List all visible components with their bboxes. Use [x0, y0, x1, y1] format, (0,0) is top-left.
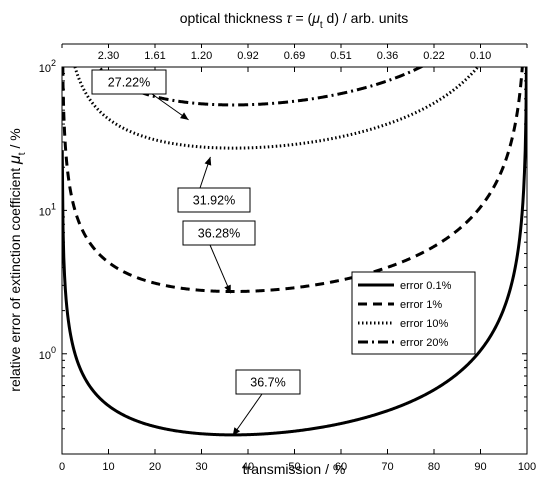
plot-frame	[61, 66, 528, 455]
annotation-box	[182, 220, 256, 246]
top-tick-label: 1.20	[191, 50, 212, 62]
x-tick-label: 30	[195, 461, 207, 473]
top-tick-label: 0.92	[237, 50, 258, 62]
top-tick-label: 0.22	[423, 50, 444, 62]
legend: error 0.1% error 1% error 10% error 20%	[351, 271, 476, 355]
x-tick-label: 40	[242, 461, 254, 473]
x-tick-labels: 0 10 20 30 40 50 60 70 80 90 100	[59, 461, 536, 473]
annotation-box	[235, 369, 301, 395]
top-tick-label: 0.10	[470, 50, 491, 62]
x-tick-label: 10	[102, 461, 114, 473]
x-tick-label: 50	[288, 461, 300, 473]
y-tick-label: 102	[39, 58, 56, 75]
annotation-arrow	[209, 244, 232, 294]
annotation-label: 36.28%	[198, 227, 240, 241]
legend-label: error 0.1%	[400, 280, 452, 292]
y-tick-labels: 100 101 102	[39, 58, 56, 362]
top-ticks: 2.30 1.61 1.20 0.92 0.69 0.51 0.36 0.22 0.10	[61, 43, 528, 62]
x-tick-label: 80	[428, 461, 440, 473]
x-tick-label: 100	[518, 461, 536, 473]
top-axis-title: optical thickness τ = (μt d) / arb. unit…	[180, 10, 409, 31]
annotation-box	[91, 69, 167, 95]
annotation-arrowhead	[204, 156, 212, 166]
axis-ticks	[61, 67, 528, 455]
annotation-label: 36.7%	[250, 376, 285, 390]
annotation-label: 31.92%	[193, 194, 235, 208]
annotation-arrowhead	[232, 427, 241, 436]
series-line	[62, 67, 527, 437]
x-tick-label: 20	[149, 461, 161, 473]
legend-label: error 10%	[400, 318, 449, 330]
x-tick-label: 90	[474, 461, 486, 473]
top-axis: optical thickness τ = (μt d) / arb. unit…	[61, 10, 528, 62]
x-tick-label: 0	[59, 461, 65, 473]
annotation-arrowhead	[180, 112, 189, 120]
x-tick-label: 60	[335, 461, 347, 473]
annotation-arrowhead	[224, 284, 231, 294]
top-tick-label: 0.36	[377, 50, 398, 62]
y-axis-title: relative error of extinction coefficient…	[7, 128, 28, 391]
annotation-label: 27.22%	[108, 76, 150, 90]
annotation-box	[177, 187, 251, 213]
top-tick-label: 0.69	[284, 50, 305, 62]
top-tick-label: 2.30	[98, 50, 119, 62]
x-tick-label: 70	[381, 461, 393, 473]
y-tick-label: 101	[39, 201, 56, 218]
x-axis-title: transmission / %	[243, 461, 346, 477]
y-tick-label: 100	[39, 345, 56, 362]
top-tick-label: 1.61	[144, 50, 165, 62]
annotations: 27.22% 31.92% 36.28% 36.7%	[91, 69, 301, 437]
top-tick-label: 0.51	[330, 50, 351, 62]
legend-label: error 1%	[400, 299, 442, 311]
annotation-arrow	[232, 393, 263, 437]
series-line	[62, 67, 524, 293]
legend-label: error 20%	[400, 337, 449, 349]
